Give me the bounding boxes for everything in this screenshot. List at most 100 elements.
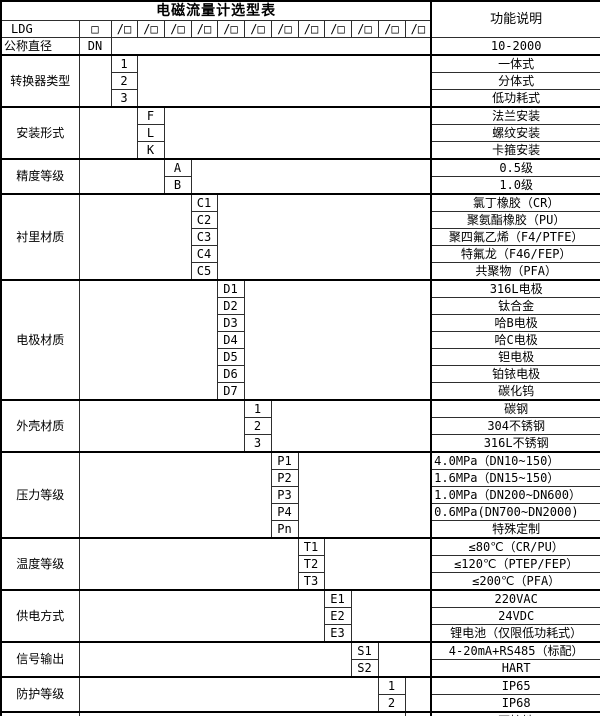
function-protection-class-2: IP68 bbox=[430, 694, 600, 713]
code-electrode-material-D7: D7 bbox=[216, 382, 245, 401]
function-installation-form-L: 螺纹安装 bbox=[430, 124, 600, 142]
code-installation-form-F: F bbox=[136, 106, 165, 125]
function-temperature-rating-T1: ≤80℃（CR/PU） bbox=[430, 537, 600, 556]
function-housing-material-2: 304不锈钢 bbox=[430, 417, 600, 435]
spacer-cell bbox=[163, 106, 432, 160]
model-code-slot: /□ bbox=[323, 20, 352, 38]
function-electrode-material-D1: 316L电极 bbox=[430, 279, 600, 298]
function-power-supply-E1: 220VAC bbox=[430, 589, 600, 608]
function-accuracy-class-A: 0.5级 bbox=[430, 158, 600, 177]
spacer-cell bbox=[78, 106, 138, 160]
function-liner-material-C2: 聚氨酯橡胶（PU） bbox=[430, 211, 600, 229]
code-signal-output-S2: S2 bbox=[350, 659, 379, 678]
code-electrode-material-D3: D3 bbox=[216, 314, 245, 332]
code-temperature-rating-T2: T2 bbox=[297, 555, 325, 573]
function-installation-form-F: 法兰安装 bbox=[430, 106, 600, 125]
code-pressure-rating-P3: P3 bbox=[270, 486, 299, 504]
function-pressure-rating-P3: 1.0MPa（DN200~DN600） bbox=[430, 486, 600, 504]
spacer-cell bbox=[350, 589, 432, 643]
group-label-accuracy-class: 精度等级 bbox=[0, 158, 80, 195]
model-code-slot: /□ bbox=[110, 20, 138, 38]
code-nominal-diameter: DN bbox=[78, 37, 112, 56]
function-pressure-rating-Pn: 特殊定制 bbox=[430, 520, 600, 539]
code-electrode-material-D5: D5 bbox=[216, 348, 245, 366]
function-temperature-rating-T3: ≤200℃（PFA） bbox=[430, 572, 600, 591]
group-label-installation-form: 安装形式 bbox=[0, 106, 80, 160]
code-housing-material-3: 3 bbox=[243, 434, 272, 453]
group-label-protection-class: 防护等级 bbox=[0, 676, 80, 713]
model-code-slot: /□ bbox=[216, 20, 245, 38]
group-label-converter-type: 转换器类型 bbox=[0, 54, 80, 108]
code-installation-form-L: L bbox=[136, 124, 165, 142]
code-temperature-rating-T3: T3 bbox=[297, 572, 325, 591]
code-electrode-material-D2: D2 bbox=[216, 297, 245, 315]
code-pressure-rating-P1: P1 bbox=[270, 451, 299, 470]
function-liner-material-C5: 共聚物（PFA） bbox=[430, 262, 600, 281]
group-label-electrode-material: 电极材质 bbox=[0, 279, 80, 401]
spacer-cell bbox=[216, 193, 432, 281]
function-electrode-material-D3: 哈B电极 bbox=[430, 314, 600, 332]
code-power-supply-E2: E2 bbox=[323, 607, 352, 625]
model-code-prefix: LDG bbox=[0, 20, 80, 38]
model-code-slot: /□ bbox=[377, 20, 406, 38]
spacer-cell bbox=[78, 641, 352, 678]
function-converter-type-1: 一体式 bbox=[430, 54, 600, 73]
model-code-slot: /□ bbox=[350, 20, 379, 38]
spacer-cell bbox=[190, 158, 432, 195]
group-label-nominal-diameter: 公称直径 bbox=[0, 37, 80, 56]
spacer-cell bbox=[78, 279, 218, 401]
code-housing-material-2: 2 bbox=[243, 417, 272, 435]
spacer-cell bbox=[243, 279, 432, 401]
spacer-cell bbox=[78, 158, 165, 195]
code-temperature-rating-T1: T1 bbox=[297, 537, 325, 556]
code-signal-output-S1: S1 bbox=[350, 641, 379, 660]
code-liner-material-C4: C4 bbox=[190, 245, 218, 263]
function-electrode-material-D7: 碳化钨 bbox=[430, 382, 600, 401]
function-pressure-rating-P2: 1.6MPa（DN15~150） bbox=[430, 469, 600, 487]
code-liner-material-C3: C3 bbox=[190, 228, 218, 246]
function-signal-output-S2: HART bbox=[430, 659, 600, 678]
code-power-supply-E1: E1 bbox=[323, 589, 352, 608]
code-pressure-rating-Pn: Pn bbox=[270, 520, 299, 539]
group-label-signal-output: 信号输出 bbox=[0, 641, 80, 678]
model-code-slot: /□ bbox=[297, 20, 325, 38]
spacer-cell bbox=[78, 676, 379, 713]
spacer-cell bbox=[404, 676, 432, 713]
function-installation-form-K: 卡箍安装 bbox=[430, 141, 600, 160]
group-label-liner-material: 衬里材质 bbox=[0, 193, 80, 281]
function-protection-class-1: IP65 bbox=[430, 676, 600, 695]
spacer-cell bbox=[78, 711, 406, 716]
function-column-header: 功能说明 bbox=[430, 0, 600, 38]
spacer-cell bbox=[270, 399, 432, 453]
spacer-cell bbox=[78, 54, 112, 108]
model-code-slot: /□ bbox=[270, 20, 299, 38]
spacer-cell bbox=[78, 537, 299, 591]
group-label-accessories: 附件 bbox=[0, 711, 80, 716]
code-accessories-0: 0 bbox=[404, 711, 432, 716]
function-electrode-material-D2: 钛合金 bbox=[430, 297, 600, 315]
code-liner-material-C1: C1 bbox=[190, 193, 218, 212]
spacer-cell bbox=[136, 54, 432, 108]
function-nominal-diameter: 10-2000 bbox=[430, 37, 600, 56]
model-code-slot: /□ bbox=[243, 20, 272, 38]
spacer-cell bbox=[323, 537, 432, 591]
function-converter-type-3: 低功耗式 bbox=[430, 89, 600, 108]
code-converter-type-1: 1 bbox=[110, 54, 138, 73]
code-converter-type-3: 3 bbox=[110, 89, 138, 108]
spacer-cell bbox=[110, 37, 432, 56]
code-pressure-rating-P4: P4 bbox=[270, 503, 299, 521]
code-electrode-material-D4: D4 bbox=[216, 331, 245, 349]
group-label-power-supply: 供电方式 bbox=[0, 589, 80, 643]
function-power-supply-E2: 24VDC bbox=[430, 607, 600, 625]
code-housing-material-1: 1 bbox=[243, 399, 272, 418]
model-code-slot: /□ bbox=[190, 20, 218, 38]
code-protection-class-2: 2 bbox=[377, 694, 406, 713]
code-protection-class-1: 1 bbox=[377, 676, 406, 695]
function-converter-type-2: 分体式 bbox=[430, 72, 600, 90]
code-electrode-material-D6: D6 bbox=[216, 365, 245, 383]
model-code-slot: /□ bbox=[136, 20, 165, 38]
code-liner-material-C5: C5 bbox=[190, 262, 218, 281]
